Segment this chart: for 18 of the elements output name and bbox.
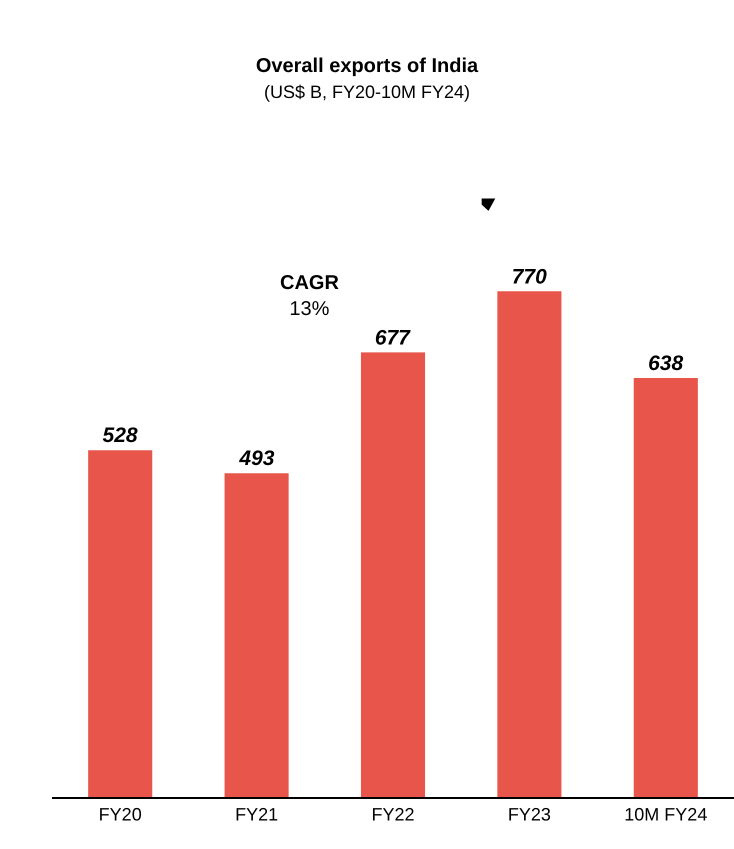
annotation: CAGR 13% <box>280 272 340 320</box>
x-tick-label: FY23 <box>508 804 551 824</box>
bar <box>88 450 152 797</box>
data-label: 638 <box>648 352 684 375</box>
data-label: 493 <box>238 447 275 470</box>
x-tick-label: 10M FY24 <box>624 804 708 824</box>
data-label: 677 <box>374 326 412 350</box>
x-tick-label: FY20 <box>98 804 142 824</box>
chart-subtitle: (US$ B, FY20-10M FY24) <box>264 82 470 102</box>
bar <box>634 378 698 797</box>
bar <box>360 352 426 797</box>
bar <box>497 291 562 797</box>
data-label: 770 <box>512 265 548 288</box>
data-label: 528 <box>102 424 138 448</box>
chart-title: Overall exports of India <box>256 55 480 77</box>
bar <box>224 473 289 797</box>
x-tick-label: FY21 <box>235 804 278 824</box>
x-tick-label: FY22 <box>371 804 415 824</box>
